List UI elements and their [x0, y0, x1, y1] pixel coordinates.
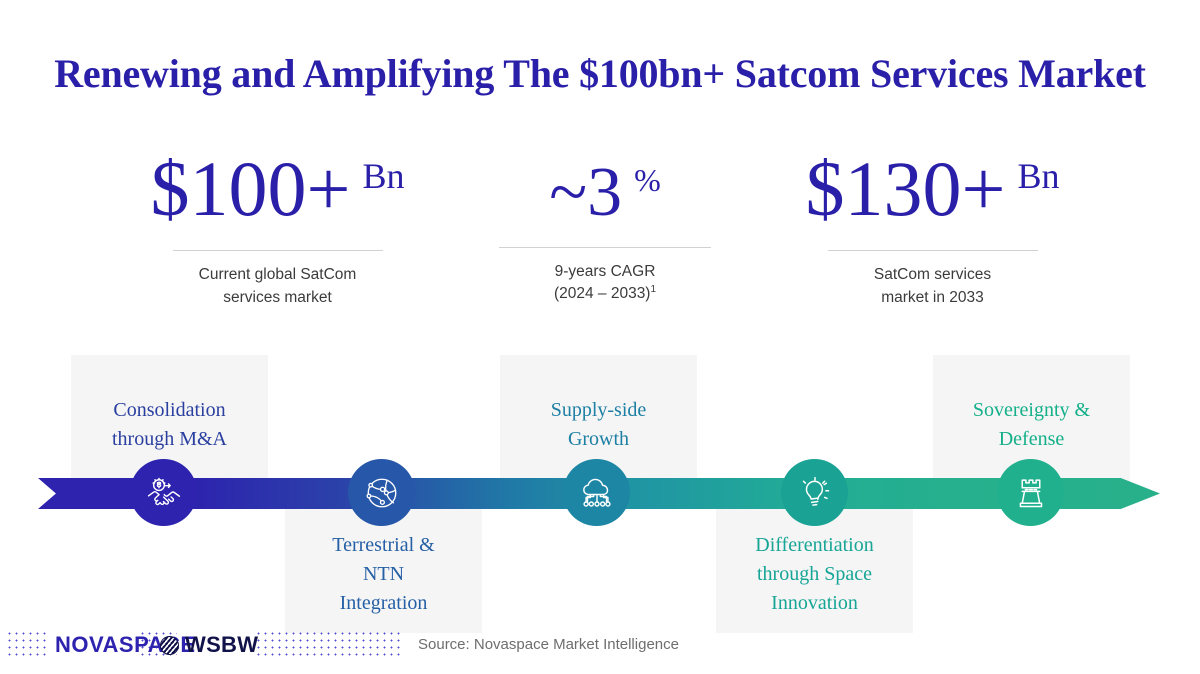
kpi-value-line: ~3 % — [480, 154, 730, 231]
kpi-footnote-marker: 1 — [650, 283, 657, 295]
kpi-card-market-2033: $130+ Bn SatCom services market in 2033 — [755, 145, 1110, 309]
dot-pattern-right — [255, 630, 400, 660]
timeline-label-supply-side-growth: Supply-side Growth — [550, 399, 647, 450]
kpi-unit: % — [634, 162, 661, 198]
kpi-caption-line2: (2024 – 2033) — [553, 285, 651, 303]
wsbw-logo: WSBW — [160, 630, 258, 660]
kpi-divider — [827, 250, 1038, 252]
kpi-caption-line1: 9-years CAGR — [554, 262, 656, 280]
timeline-node-5[interactable] — [997, 459, 1064, 526]
kpi-caption-line1: SatCom services — [873, 266, 992, 284]
timeline-label-differentiation: Differentiation through Space Innovation — [755, 534, 874, 614]
kpi-card-cagr: ~3 % 9-years CAGR (2024 – 2033)1 — [480, 154, 730, 306]
wsbw-sphere-icon — [160, 635, 179, 655]
kpi-card-current-market: $100+ Bn Current global SatCom services … — [100, 145, 455, 309]
kpi-caption-line2: market in 2033 — [881, 288, 984, 306]
kpi-value: $100+ — [150, 145, 351, 232]
cloud-network-icon — [577, 473, 617, 513]
timeline-node-3[interactable] — [563, 459, 630, 526]
kpi-divider — [499, 246, 711, 248]
footer: NOVASPACE WSBW Source: Novaspace Market … — [0, 630, 1200, 674]
kpi-value-line: $130+ Bn — [755, 145, 1110, 232]
kpi-unit: Bn — [362, 156, 405, 196]
handshake-deal-icon — [144, 473, 184, 513]
kpi-caption-line1: Current global SatCom — [198, 266, 357, 284]
source-note: Source: Novaspace Market Intelligence — [418, 636, 679, 653]
timeline-node-2[interactable] — [348, 459, 415, 526]
dot-pattern-left — [6, 630, 50, 660]
page-title: Renewing and Amplifying The $100bn+ Satc… — [54, 51, 1146, 96]
kpi-unit: Bn — [1017, 156, 1060, 196]
timeline-node-4[interactable] — [781, 459, 848, 526]
kpi-value-line: $100+ Bn — [100, 145, 455, 232]
globe-network-icon — [362, 473, 402, 513]
kpi-divider — [172, 250, 383, 252]
chess-rook-icon — [1011, 473, 1051, 513]
kpi-value: $130+ — [805, 145, 1006, 232]
wsbw-logo-text: WSBW — [185, 632, 259, 657]
kpi-caption: Current global SatCom services market — [100, 264, 455, 309]
timeline-label-terrestrial-ntn: Terrestrial & NTN Integration — [332, 534, 435, 614]
kpi-caption: SatCom services market in 2033 — [755, 264, 1110, 309]
lightbulb-icon — [795, 473, 835, 513]
kpi-caption: 9-years CAGR (2024 – 2033)1 — [480, 261, 730, 306]
kpi-value: ~3 — [549, 154, 623, 231]
timeline-node-1[interactable] — [130, 459, 197, 526]
timeline-label-consolidation: Consolidation through M&A — [112, 399, 227, 450]
kpi-row: $100+ Bn Current global SatCom services … — [0, 145, 1200, 332]
timeline-label-sovereignty-defense: Sovereignty & Defense — [972, 399, 1091, 450]
kpi-caption-line2: services market — [223, 288, 332, 306]
